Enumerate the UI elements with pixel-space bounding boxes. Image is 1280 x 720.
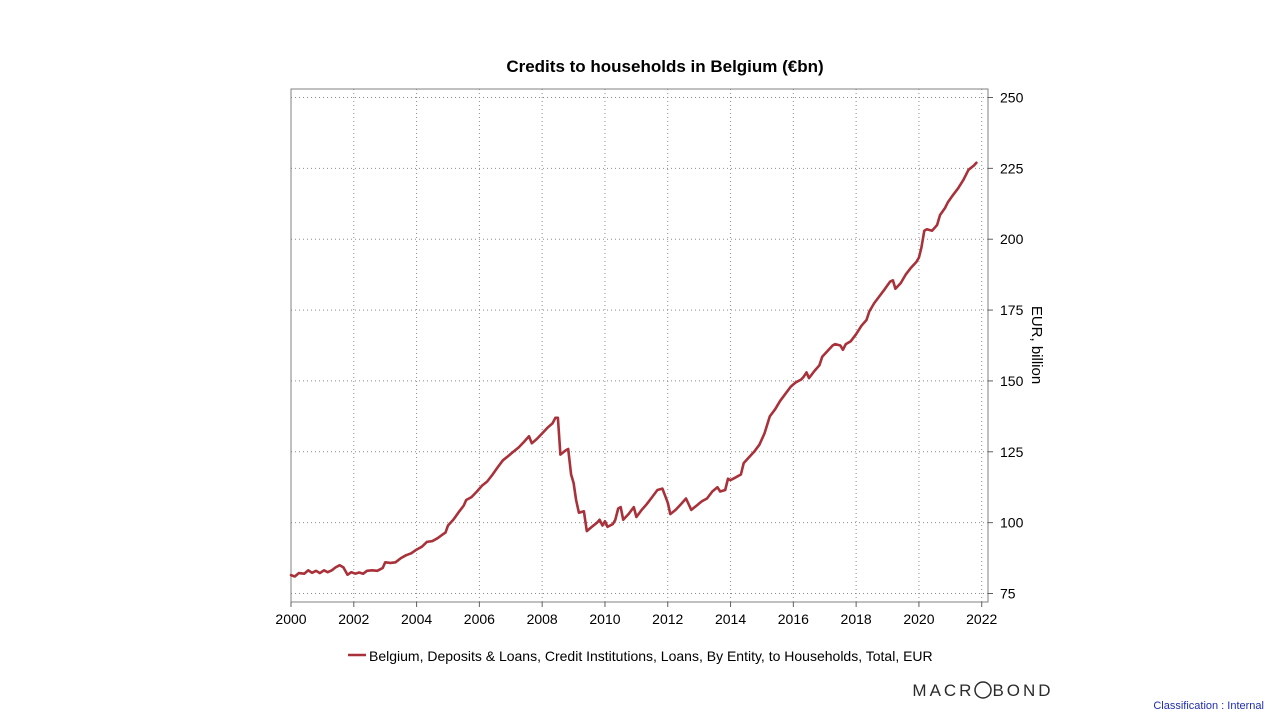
- x-tick-label: 2020: [903, 611, 934, 627]
- x-tick-label: 2006: [464, 611, 495, 627]
- y-axis-title: EUR, billion: [1028, 306, 1045, 384]
- x-tick-label: 2004: [401, 611, 432, 627]
- legend-label: Belgium, Deposits & Loans, Credit Instit…: [369, 648, 933, 664]
- x-tick-label: 2016: [778, 611, 809, 627]
- y-tick-label: 225: [1000, 160, 1024, 176]
- y-tick-label: 125: [1000, 444, 1024, 460]
- chart-title: Credits to households in Belgium (€bn): [506, 57, 823, 76]
- x-tick-label: 2000: [275, 611, 306, 627]
- logo-ring-icon: [974, 681, 992, 699]
- x-tick-label: 2010: [589, 611, 620, 627]
- series-line: [289, 161, 978, 578]
- series-group: [289, 161, 978, 578]
- y-tick-label: 75: [1000, 585, 1016, 601]
- y-tick-label: 100: [1000, 515, 1024, 531]
- macrobond-logo: MACR BOND: [912, 681, 1053, 700]
- x-tick-label: 2012: [652, 611, 683, 627]
- x-tick-label: 2022: [966, 611, 997, 627]
- grid: [290, 89, 988, 602]
- y-tick-label: 150: [1000, 373, 1024, 389]
- y-tick-label: 250: [1000, 90, 1024, 106]
- x-tick-label: 2002: [338, 611, 369, 627]
- plot-frame: [290, 88, 989, 603]
- x-tick-label: 2018: [841, 611, 872, 627]
- y-axis: 75 100 125 150 175 200 225 250: [988, 90, 1024, 601]
- y-tick-label: 200: [1000, 231, 1024, 247]
- x-tick-label: 2014: [715, 611, 746, 627]
- classification-label: Classification : Internal: [1153, 700, 1264, 712]
- y-tick-label: 175: [1000, 302, 1024, 318]
- legend: Belgium, Deposits & Loans, Credit Instit…: [348, 648, 933, 664]
- x-axis: 2000 2002 2004 2006 2008 2010 2012 2014 2016 2018…: [275, 602, 998, 627]
- x-tick-label: 2008: [527, 611, 558, 627]
- logo-text: MACR BOND: [912, 681, 1053, 700]
